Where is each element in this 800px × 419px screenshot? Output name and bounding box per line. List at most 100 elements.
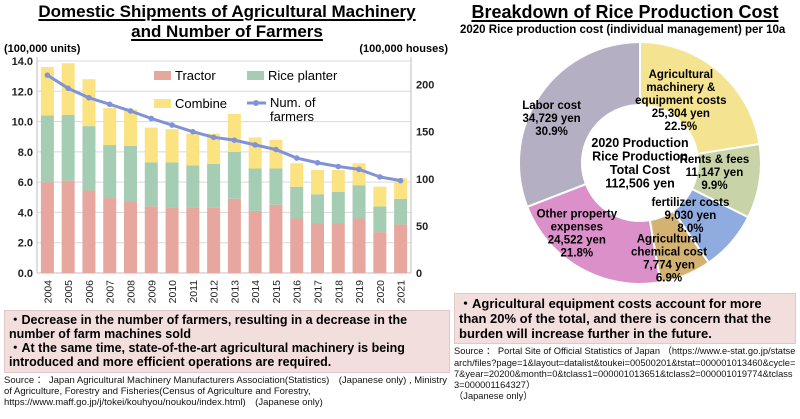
bar-segment-combine bbox=[144, 127, 158, 163]
bar-segment-rice-planter bbox=[186, 165, 200, 208]
bar-segment-tractor bbox=[373, 232, 387, 274]
farmers-line-marker bbox=[377, 174, 383, 180]
bar-segment-rice-planter bbox=[61, 114, 75, 181]
left-axis-tick-label: 10.0 bbox=[12, 117, 33, 129]
farmers-line-marker bbox=[314, 160, 321, 166]
bar-segment-combine bbox=[269, 139, 283, 169]
bar-segment-tractor bbox=[269, 204, 283, 274]
x-axis-year-label: 2013 bbox=[229, 280, 241, 304]
x-axis-year-label: 2015 bbox=[271, 280, 283, 304]
farmers-line-marker bbox=[127, 108, 134, 114]
bar-segment-tractor bbox=[82, 190, 96, 274]
donut-slice-label-line: 9.9% bbox=[701, 180, 727, 192]
bar-segment-rice-planter bbox=[165, 162, 179, 208]
bar-segment-rice-planter bbox=[227, 151, 241, 199]
bar-segment-rice-planter bbox=[352, 185, 366, 219]
bar-segment-rice-planter bbox=[40, 115, 54, 183]
donut-slice-labor-cost bbox=[518, 41, 641, 209]
bar-segment-combine bbox=[103, 108, 117, 146]
right-axis-tick-label: 100 bbox=[416, 174, 434, 186]
bar-segment-combine bbox=[352, 163, 366, 186]
bar-segment-tractor bbox=[311, 223, 324, 274]
left-chart-title-line1: Domestic Shipments of Agricultural Machi… bbox=[38, 2, 416, 21]
bar-segment-rice-planter bbox=[207, 164, 221, 208]
donut-slice-label-line: expenses bbox=[551, 222, 603, 234]
left-axis-tick-label: 4.0 bbox=[18, 208, 33, 220]
x-axis-year-label: 2006 bbox=[84, 280, 96, 304]
bar-segment-rice-planter bbox=[248, 168, 262, 212]
legend-line-marker-farmers bbox=[253, 100, 259, 107]
x-axis-year-label: 2010 bbox=[167, 280, 179, 304]
legend-label-farmers-line2: farmers bbox=[270, 109, 315, 124]
axis-captions: (100,000 units) (100,000 houses) bbox=[4, 43, 450, 55]
bar-segment-tractor bbox=[186, 207, 200, 274]
bar-segment-combine bbox=[373, 186, 387, 207]
legend-swatch-rice-planter bbox=[247, 71, 264, 81]
farmers-line-marker bbox=[86, 95, 92, 101]
bar-segment-combine bbox=[331, 170, 345, 193]
farmers-line-marker bbox=[356, 166, 362, 173]
farmers-line-marker bbox=[210, 134, 217, 141]
bar-segment-tractor bbox=[352, 218, 366, 274]
bar-segment-combine bbox=[186, 133, 200, 166]
x-axis-year-label: 2012 bbox=[209, 280, 221, 304]
x-axis-year-label: 2019 bbox=[354, 280, 366, 304]
right-source-note: （Japanese only） bbox=[454, 391, 533, 402]
farmers-line-marker bbox=[252, 142, 258, 148]
donut-slice-agricultural-machinery-equipment-costs bbox=[639, 41, 761, 156]
right-axis-tick-label: 200 bbox=[416, 80, 434, 92]
right-axis-tick-label: 0 bbox=[416, 268, 422, 280]
donut-slice-label-line: 34,729 yen bbox=[523, 113, 581, 125]
bar-segment-rice-planter bbox=[124, 145, 137, 202]
donut-slice-label-line: 9,030 yen bbox=[665, 210, 717, 222]
bar-segment-combine bbox=[165, 129, 179, 163]
bar-segment-rice-planter bbox=[82, 126, 96, 191]
farmers-line-marker bbox=[335, 163, 342, 170]
x-axis-year-label: 2016 bbox=[292, 280, 304, 304]
legend-label-combine: Combine bbox=[175, 96, 227, 111]
bar-segment-tractor bbox=[331, 223, 345, 274]
bar-segment-tractor bbox=[40, 182, 54, 274]
farmers-line-marker bbox=[44, 72, 51, 79]
x-axis-year-label: 2020 bbox=[375, 280, 387, 304]
bar-segment-combine bbox=[207, 133, 221, 165]
bar-segment-combine bbox=[227, 114, 241, 152]
donut-center-label-line: Rice Production bbox=[592, 149, 688, 163]
donut-slice-label-line: Rents & fees bbox=[680, 154, 750, 166]
legend-label-tractor: Tractor bbox=[175, 68, 216, 83]
bar-segment-combine bbox=[290, 163, 304, 187]
bar-segment-tractor bbox=[248, 211, 262, 274]
right-axis-caption: (100,000 houses) bbox=[359, 43, 448, 56]
left-chart-title: Domestic Shipments of Agricultural Machi… bbox=[4, 2, 450, 42]
bar-segment-tractor bbox=[103, 198, 117, 274]
bar-segment-rice-planter bbox=[373, 206, 387, 233]
left-axis-tick-label: 12.0 bbox=[12, 86, 33, 98]
left-axis-tick-label: 6.0 bbox=[18, 177, 33, 189]
donut-slice-label-line: fertilizer costs bbox=[651, 197, 729, 209]
bar-segment-combine bbox=[311, 170, 324, 195]
farmers-line-marker bbox=[65, 85, 71, 92]
donut-slice-label-line: machinery & bbox=[646, 82, 715, 94]
bar-segment-tractor bbox=[207, 207, 221, 274]
right-chart-title: Breakdown of Rice Production Cost bbox=[454, 2, 796, 23]
right-chart-subtitle: 2020 Rice production cost (individual ma… bbox=[460, 24, 786, 37]
left-source-text: Source ： Japan Agricultural Machinery Ma… bbox=[4, 374, 447, 409]
legend-label-rice-planter: Rice planter bbox=[268, 68, 338, 83]
donut-slice-other-property-expenses bbox=[525, 182, 662, 286]
farmers-line-marker bbox=[231, 137, 238, 144]
donut-slice-label-line: equipment costs bbox=[635, 95, 726, 107]
legend-swatch-tractor bbox=[154, 71, 171, 81]
left-chart-title-line2: and Number of Farmers bbox=[131, 22, 323, 42]
bar-segment-rice-planter bbox=[144, 162, 158, 207]
donut-slice-label-line: Other property bbox=[537, 209, 618, 221]
donut-slice-label-line: 25,304 yen bbox=[652, 108, 710, 120]
left-bullet-2: ・At the same time, state-of-the-art agri… bbox=[9, 341, 405, 370]
donut-slice-label-line: Labor cost bbox=[522, 100, 581, 112]
x-axis-year-label: 2008 bbox=[126, 280, 138, 304]
x-axis-year-label: 2007 bbox=[105, 280, 117, 304]
bar-segment-tractor bbox=[61, 180, 75, 274]
x-axis-year-label: 2011 bbox=[188, 280, 200, 303]
farmers-line-marker bbox=[397, 177, 404, 184]
